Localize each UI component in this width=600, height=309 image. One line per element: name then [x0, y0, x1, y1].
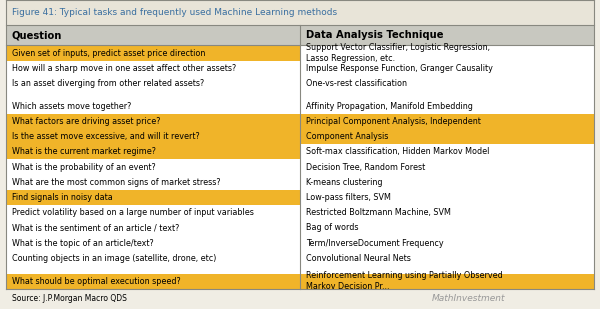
Bar: [6, 251, 300, 266]
Bar: [6, 45, 300, 61]
Bar: [300, 76, 594, 91]
Bar: [6, 0, 594, 25]
Bar: [300, 129, 594, 144]
Bar: [300, 61, 594, 76]
Bar: [6, 61, 300, 76]
Text: Component Analysis: Component Analysis: [306, 132, 388, 141]
Bar: [6, 220, 300, 235]
Bar: [6, 175, 300, 190]
Bar: [6, 159, 300, 175]
Text: Restricted Boltzmann Machine, SVM: Restricted Boltzmann Machine, SVM: [306, 208, 451, 217]
Bar: [300, 273, 594, 289]
Text: Support Vector Classifier, Logistic Regression,
Lasso Regression, etc.: Support Vector Classifier, Logistic Regr…: [306, 43, 490, 63]
Text: What factors are driving asset price?: What factors are driving asset price?: [12, 117, 161, 126]
Bar: [300, 159, 594, 175]
Text: Convolutional Neural Nets: Convolutional Neural Nets: [306, 254, 411, 263]
Text: How will a sharp move in one asset affect other assets?: How will a sharp move in one asset affec…: [12, 64, 236, 73]
Text: Bag of words: Bag of words: [306, 223, 359, 232]
Text: What is the current market regime?: What is the current market regime?: [12, 147, 156, 156]
Text: Predict volatility based on a large number of input variables: Predict volatility based on a large numb…: [12, 208, 254, 217]
Bar: [6, 190, 300, 205]
Text: MathInvestment: MathInvestment: [432, 294, 505, 303]
Bar: [300, 114, 594, 129]
Bar: [300, 190, 594, 205]
Bar: [6, 114, 300, 129]
Bar: [6, 205, 300, 220]
Text: What is the topic of an article/text?: What is the topic of an article/text?: [12, 239, 154, 248]
Bar: [6, 129, 300, 144]
Text: Decision Tree, Random Forest: Decision Tree, Random Forest: [306, 163, 425, 171]
Text: Figure 41: Typical tasks and frequently used Machine Learning methods: Figure 41: Typical tasks and frequently …: [12, 8, 337, 17]
Text: What is the sentiment of an article / text?: What is the sentiment of an article / te…: [12, 223, 179, 232]
Bar: [300, 251, 594, 266]
Bar: [6, 144, 300, 159]
Text: K-means clustering: K-means clustering: [306, 178, 383, 187]
Text: Which assets move together?: Which assets move together?: [12, 102, 131, 111]
Text: Source: J.P.Morgan Macro QDS: Source: J.P.Morgan Macro QDS: [12, 294, 127, 303]
Text: Is the asset move excessive, and will it revert?: Is the asset move excessive, and will it…: [12, 132, 200, 141]
Bar: [6, 25, 594, 45]
Text: Given set of inputs, predict asset price direction: Given set of inputs, predict asset price…: [12, 49, 205, 57]
Bar: [300, 45, 594, 61]
Text: Affinity Propagation, Manifold Embedding: Affinity Propagation, Manifold Embedding: [306, 102, 473, 111]
Bar: [6, 235, 300, 251]
Text: What are the most common signs of market stress?: What are the most common signs of market…: [12, 178, 221, 187]
Bar: [300, 99, 594, 114]
Bar: [6, 76, 300, 91]
Bar: [300, 175, 594, 190]
Text: What should be optimal execution speed?: What should be optimal execution speed?: [12, 277, 181, 286]
Text: Is an asset diverging from other related assets?: Is an asset diverging from other related…: [12, 79, 204, 88]
Text: Low-pass filters, SVM: Low-pass filters, SVM: [306, 193, 391, 202]
Bar: [6, 266, 594, 273]
Text: Principal Component Analysis, Independent: Principal Component Analysis, Independen…: [306, 117, 481, 126]
Text: What is the probability of an event?: What is the probability of an event?: [12, 163, 156, 171]
Text: Reinforcement Learning using Partially Observed
Markov Decision Pr...: Reinforcement Learning using Partially O…: [306, 271, 503, 291]
Text: One-vs-rest classification: One-vs-rest classification: [306, 79, 407, 88]
Bar: [300, 220, 594, 235]
Text: Term/InverseDocument Frequency: Term/InverseDocument Frequency: [306, 239, 443, 248]
Text: Impulse Response Function, Granger Causality: Impulse Response Function, Granger Causa…: [306, 64, 493, 73]
Bar: [6, 99, 300, 114]
Bar: [300, 144, 594, 159]
Bar: [6, 91, 594, 99]
Bar: [300, 205, 594, 220]
Bar: [300, 235, 594, 251]
Text: Data Analysis Technique: Data Analysis Technique: [306, 30, 443, 40]
Text: Question: Question: [12, 30, 62, 40]
Text: Find signals in noisy data: Find signals in noisy data: [12, 193, 113, 202]
Text: Counting objects in an image (satellite, drone, etc): Counting objects in an image (satellite,…: [12, 254, 217, 263]
Bar: [6, 273, 300, 289]
Text: Soft-max classification, Hidden Markov Model: Soft-max classification, Hidden Markov M…: [306, 147, 490, 156]
